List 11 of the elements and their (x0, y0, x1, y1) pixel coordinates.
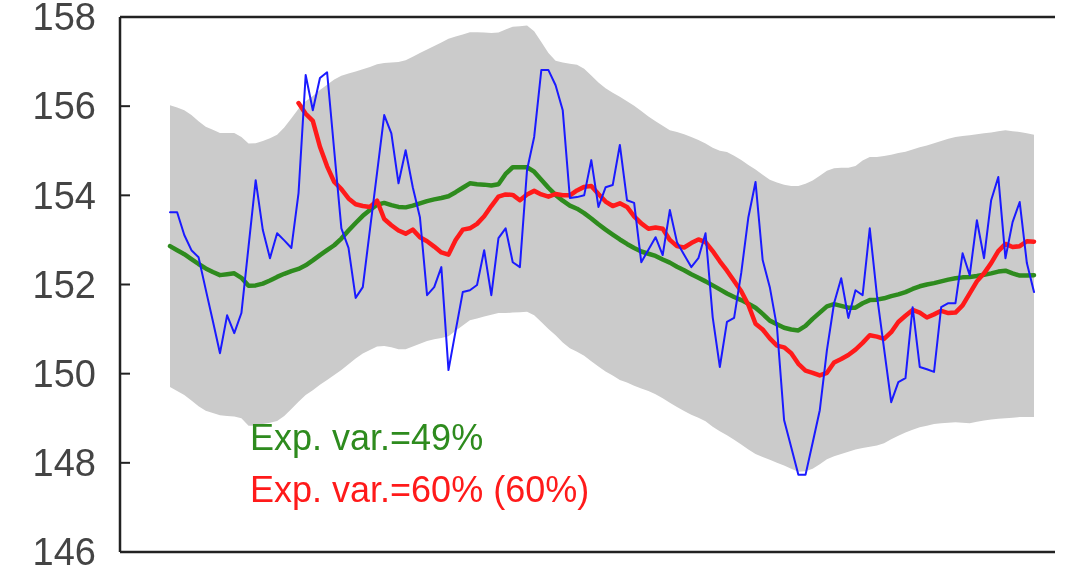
y-tick-label: 148 (32, 442, 96, 485)
text: Exp. var.=60% (60%) (250, 469, 590, 510)
y-tick-label: 150 (32, 352, 96, 395)
line-series (167, 165, 1037, 333)
line-series (296, 100, 1037, 378)
y-tick-label: 152 (32, 263, 96, 306)
y-tick-label: 156 (32, 85, 96, 128)
y-tick-label: 158 (32, 0, 96, 39)
y-tick-label: 146 (32, 531, 96, 574)
text: Exp. var.=49% (250, 417, 484, 458)
y-tick-label: 154 (32, 174, 96, 217)
